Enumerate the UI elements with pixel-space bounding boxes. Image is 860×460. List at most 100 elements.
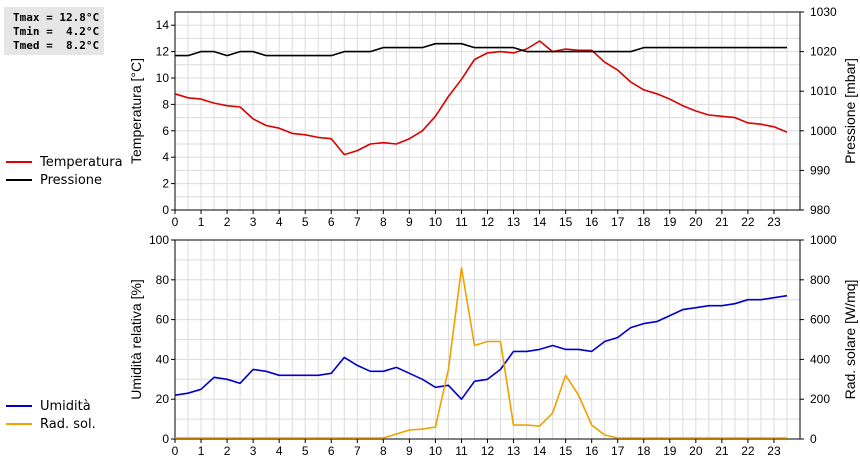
series-line-1-1 xyxy=(174,40,788,156)
y-axis-title-right: Rad. solare [W/mq] xyxy=(842,280,858,400)
x-tick-label: 12 xyxy=(481,444,495,458)
x-tick-label: 20 xyxy=(689,444,703,458)
x-tick-label: 15 xyxy=(559,444,573,458)
x-tick-label: 3 xyxy=(250,444,257,458)
y-tick-label-left: 4 xyxy=(162,150,169,164)
legend-label: Temperatura xyxy=(40,154,123,170)
legend-item-radiation: Rad. sol. xyxy=(6,415,96,433)
y-tick-label-right: 400 xyxy=(810,352,830,366)
tmed-text: Tmed = 8.2°C xyxy=(13,39,100,52)
y-tick-label-right: 600 xyxy=(810,313,830,327)
legend-swatch xyxy=(6,423,32,425)
x-tick-label: 5 xyxy=(302,215,309,229)
legend-swatch xyxy=(6,405,32,407)
y-tick-label-right: 1000 xyxy=(810,124,837,138)
x-tick-label: 19 xyxy=(663,215,677,229)
x-tick-label: 17 xyxy=(611,444,625,458)
legend-item-pressure: Pressione xyxy=(6,171,123,189)
y-tick-label-left: 20 xyxy=(156,392,170,406)
legend-label: Rad. sol. xyxy=(40,416,96,432)
x-tick-label: 21 xyxy=(715,215,729,229)
x-tick-label: 16 xyxy=(585,215,599,229)
x-tick-label: 2 xyxy=(224,444,231,458)
x-tick-label: 13 xyxy=(507,444,521,458)
y-tick-label-left: 8 xyxy=(162,97,169,111)
y-tick-label-left: 40 xyxy=(156,352,170,366)
legend-item-humidity: Umidità xyxy=(6,397,96,415)
chart-panel-1: 0 1 2 3 4 5 6 7 8 9 10 11 12 13 14 15 16 17 18 19 20 21 22 2302… xyxy=(128,5,858,229)
x-tick-label: 2 xyxy=(224,215,231,229)
x-tick-label: 16 xyxy=(585,444,599,458)
y-tick-label-right: 800 xyxy=(810,273,830,287)
legend-label: Umidità xyxy=(40,398,91,414)
x-tick-label: 13 xyxy=(507,215,521,229)
x-tick-label: 19 xyxy=(663,444,677,458)
y-tick-label-right: 990 xyxy=(810,163,830,177)
y-tick-label-right: 980 xyxy=(810,203,830,217)
y-axis-title-left: Umidità relativa [%] xyxy=(128,279,144,400)
x-tick-label: 10 xyxy=(429,215,443,229)
x-tick-label: 17 xyxy=(611,215,625,229)
x-tick-label: 3 xyxy=(250,215,257,229)
x-tick-label: 14 xyxy=(533,444,547,458)
x-tick-label: 0 xyxy=(172,444,179,458)
x-tick-label: 20 xyxy=(689,215,703,229)
x-tick-label: 18 xyxy=(637,215,651,229)
y-tick-label-left: 60 xyxy=(156,313,170,327)
x-tick-label: 23 xyxy=(767,215,781,229)
x-tick-label: 21 xyxy=(715,444,729,458)
legend-swatch xyxy=(6,161,32,163)
y-tick-label-left: 14 xyxy=(156,18,170,32)
x-tick-label: 22 xyxy=(741,444,755,458)
y-tick-label-right: 200 xyxy=(810,392,830,406)
y-tick-label-left: 10 xyxy=(156,71,170,85)
x-tick-label: 0 xyxy=(172,215,179,229)
y-tick-label-left: 6 xyxy=(162,124,169,138)
x-tick-label: 1 xyxy=(198,215,205,229)
x-tick-label: 23 xyxy=(767,444,781,458)
stats-box: Tmax = 12.8°C Tmin = 4.2°C Tmed = 8.2°C xyxy=(4,7,104,55)
x-tick-label: 11 xyxy=(455,215,468,229)
series-line-1-2 xyxy=(175,42,787,57)
y-tick-label-left: 80 xyxy=(156,273,170,287)
legend-item-temperature: Temperatura xyxy=(6,153,123,171)
x-tick-label: 12 xyxy=(481,215,495,229)
x-tick-label: 8 xyxy=(380,215,387,229)
y-axis-title-right: Pressione [mbar] xyxy=(842,58,858,164)
x-tick-label: 10 xyxy=(429,444,443,458)
y-axis-title-left: Temperatura [°C] xyxy=(128,58,144,164)
legend-bottom: Umidità Rad. sol. xyxy=(6,397,96,433)
series-line-2-1 xyxy=(174,294,788,401)
x-tick-label: 14 xyxy=(533,215,547,229)
x-tick-label: 9 xyxy=(406,444,413,458)
y-tick-label-left: 12 xyxy=(156,45,170,59)
x-tick-label: 22 xyxy=(741,215,755,229)
x-tick-label: 9 xyxy=(406,215,413,229)
x-tick-label: 1 xyxy=(198,444,205,458)
y-tick-label-left: 2 xyxy=(162,177,169,191)
x-tick-label: 8 xyxy=(380,444,387,458)
chart-panel-2: 0 1 2 3 4 5 6 7 8 9 10 11 12 13 14 15 16 17 18 19 20 21 22 2302… xyxy=(128,233,858,458)
tmax-text: Tmax = 12.8°C xyxy=(13,11,100,24)
y-tick-label-left: 100 xyxy=(149,233,169,247)
x-tick-label: 7 xyxy=(354,444,361,458)
y-tick-label-left: 0 xyxy=(162,432,169,446)
y-tick-label-right: 1030 xyxy=(810,5,837,19)
x-tick-label: 5 xyxy=(302,444,309,458)
x-tick-label: 11 xyxy=(455,444,468,458)
x-tick-label: 18 xyxy=(637,444,651,458)
y-tick-label-right: 1000 xyxy=(810,233,837,247)
y-tick-label-right: 0 xyxy=(810,432,817,446)
legend-label: Pressione xyxy=(40,172,103,188)
x-tick-label: 4 xyxy=(276,444,283,458)
series-line-2-2 xyxy=(175,267,787,439)
y-tick-label-right: 1020 xyxy=(810,45,837,59)
x-tick-label: 6 xyxy=(328,215,335,229)
legend-top: Temperatura Pressione xyxy=(6,153,123,189)
y-tick-label-left: 0 xyxy=(162,203,169,217)
x-tick-label: 6 xyxy=(328,444,335,458)
tmin-text: Tmin = 4.2°C xyxy=(13,25,100,38)
x-tick-label: 4 xyxy=(276,215,283,229)
legend-swatch xyxy=(6,179,32,181)
